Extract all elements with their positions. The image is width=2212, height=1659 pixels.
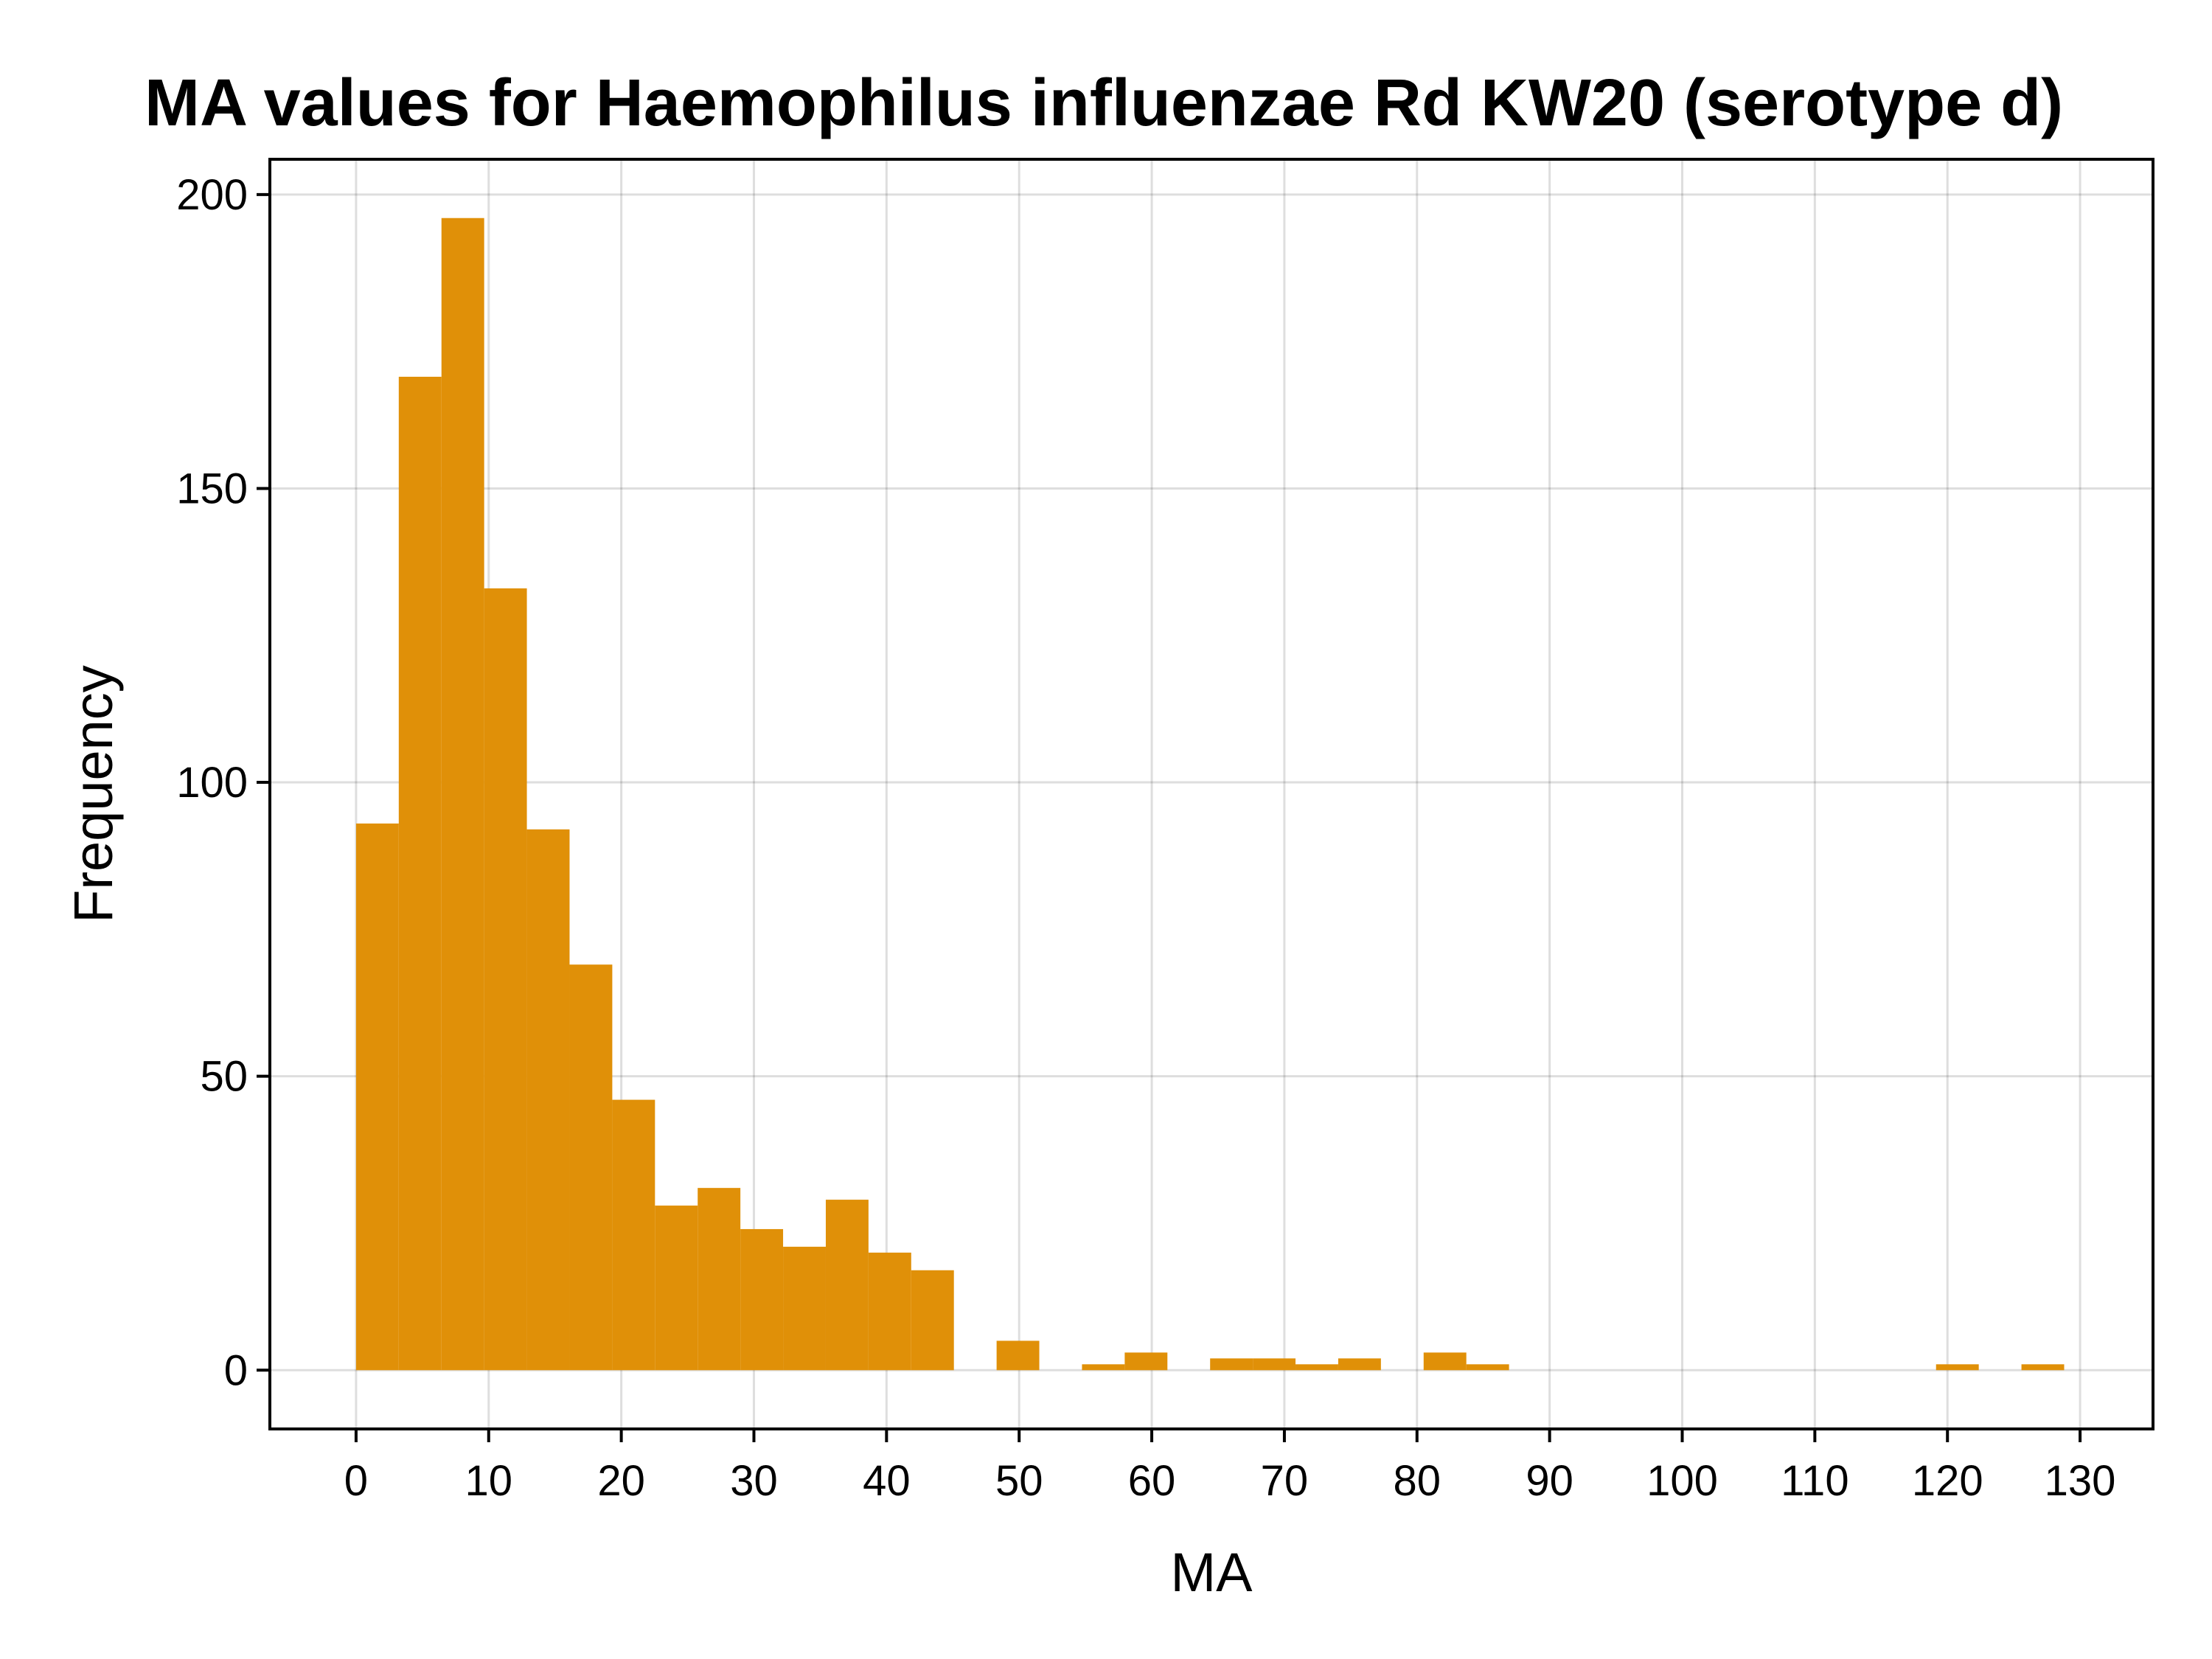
histogram-bar [1253, 1358, 1296, 1371]
x-tick-label: 20 [597, 1457, 645, 1505]
x-tick-label: 40 [863, 1457, 911, 1505]
histogram-bar [825, 1200, 869, 1371]
histogram-bar [2021, 1364, 2065, 1371]
histogram-bar [355, 823, 399, 1371]
histogram-bar [783, 1246, 826, 1371]
y-tick-label: 0 [224, 1346, 248, 1394]
x-tick-label: 100 [1646, 1457, 1718, 1505]
histogram-bar [569, 964, 613, 1371]
x-tick-label: 30 [730, 1457, 778, 1505]
y-tick-label: 100 [176, 759, 248, 807]
histogram-bar [655, 1206, 698, 1371]
grid-lines [270, 159, 2153, 1429]
x-tick-label: 80 [1394, 1457, 1441, 1505]
x-tick-label: 50 [995, 1457, 1043, 1505]
x-tick-label: 130 [2045, 1457, 2116, 1505]
x-axis-label: MA [1171, 1542, 1253, 1603]
y-tick-label: 50 [200, 1053, 248, 1101]
histogram-bar [698, 1188, 741, 1371]
histogram-bar [1082, 1364, 1125, 1371]
histogram-bar [911, 1270, 954, 1371]
histogram-bar [1338, 1358, 1381, 1371]
histogram-bar [526, 829, 570, 1371]
y-tick-label: 200 [176, 171, 248, 219]
histogram-bar [1124, 1352, 1168, 1371]
x-tick-label: 70 [1261, 1457, 1309, 1505]
histogram-bar [1295, 1364, 1338, 1371]
y-axis-label: Frequency [63, 665, 124, 923]
histogram-bar [868, 1252, 911, 1371]
x-tick-label: 10 [465, 1457, 513, 1505]
histogram-bar [484, 588, 527, 1371]
x-tick-label: 90 [1526, 1457, 1573, 1505]
chart-title: MA values for Haemophilus influenzae Rd … [145, 66, 2063, 140]
histogram-bars [355, 218, 2065, 1371]
x-tick-label: 120 [1912, 1457, 1983, 1505]
histogram-bar [441, 218, 484, 1371]
histogram-bar [740, 1228, 784, 1371]
x-tick-label: 0 [344, 1457, 368, 1505]
histogram-bar [1210, 1358, 1253, 1371]
plot-frame [268, 158, 2154, 1430]
histogram-bar [398, 376, 442, 1371]
y-tick-label: 150 [176, 465, 248, 512]
histogram-bar [612, 1099, 655, 1371]
histogram-bar [1935, 1364, 1979, 1371]
histogram-bar [1423, 1352, 1467, 1371]
x-axis-ticks: 0 10 20 30 40 50 60 70 80 90 100 110 120 130 [344, 1429, 2116, 1505]
x-tick-label: 60 [1128, 1457, 1176, 1505]
histogram-bar [996, 1340, 1040, 1371]
x-tick-label: 110 [1781, 1457, 1848, 1505]
histogram-bar [1466, 1364, 1509, 1371]
y-axis-ticks: 0 50 100 150 200 [176, 171, 270, 1394]
